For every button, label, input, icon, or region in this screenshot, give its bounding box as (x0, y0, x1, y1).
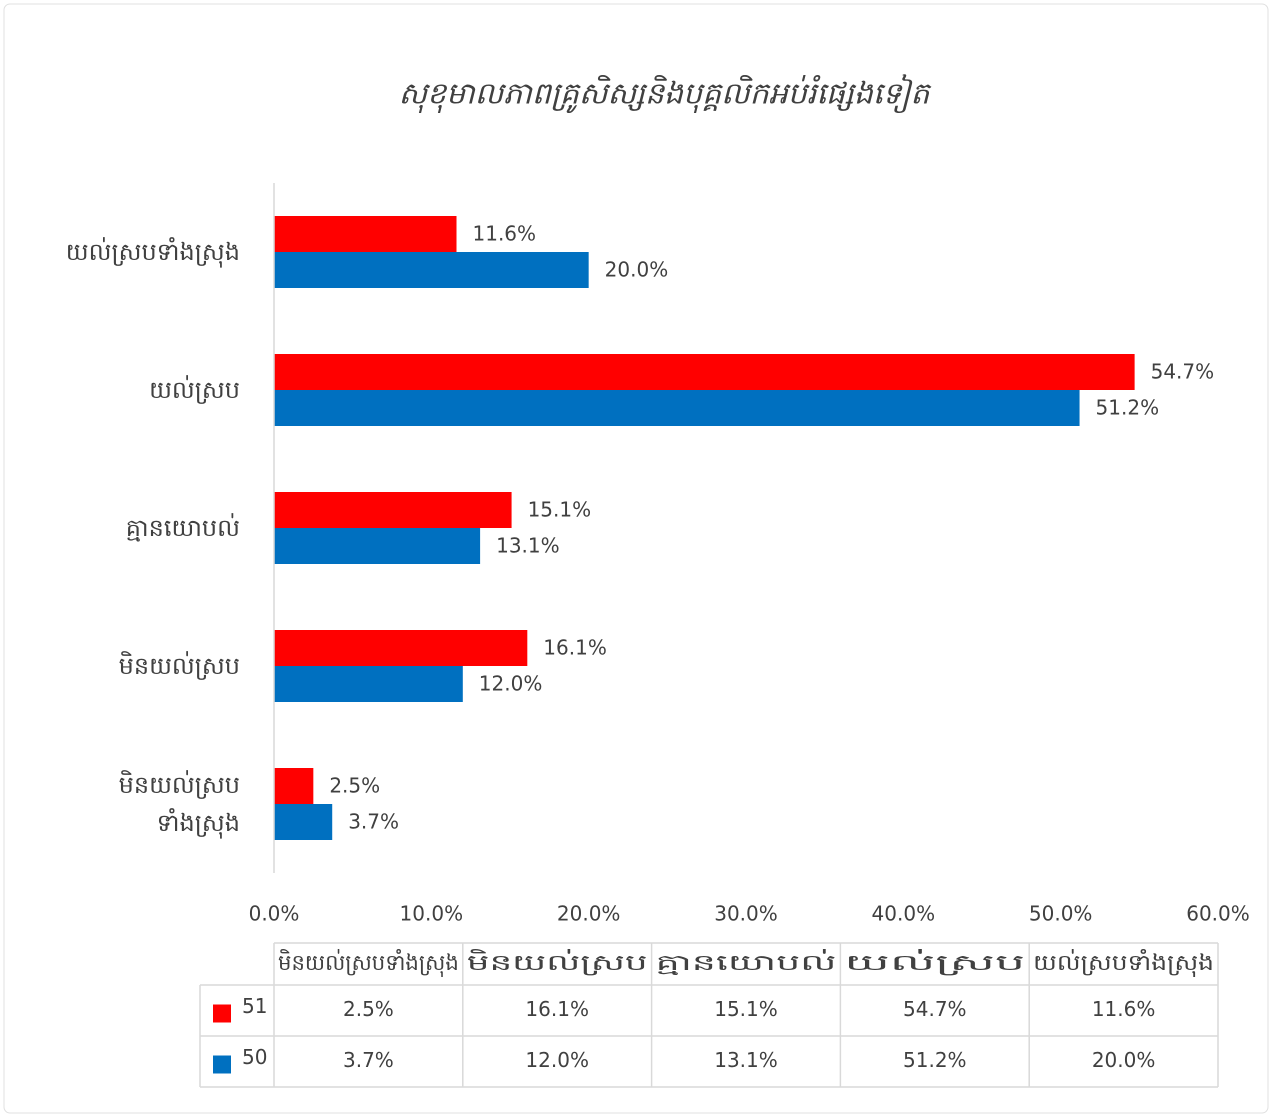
bar (274, 528, 481, 564)
x-tick-label: 20.0% (557, 902, 621, 926)
table-cell: 3.7% (343, 1048, 394, 1072)
table-header: យល់ស្របទាំងស្រុង (1033, 949, 1214, 977)
x-tick-label: 10.0% (400, 902, 464, 926)
bar (274, 768, 314, 804)
x-tick-label: 50.0% (1029, 902, 1093, 926)
category-label: មិនយល់ស្រប (118, 652, 240, 680)
table-cell: 20.0% (1092, 1048, 1156, 1072)
data-label: 2.5% (329, 774, 380, 798)
legend-key (213, 1055, 231, 1074)
category-label-text: មិនយល់ស្របទាំងស្រុង (118, 771, 240, 837)
data-label: 20.0% (605, 258, 669, 282)
table-header: មិនយល់ស្រប (467, 949, 648, 976)
table-header: មិនយល់ស្របទាំងស្រុង (278, 949, 459, 977)
bar (274, 666, 463, 702)
category-label: យល់ស្របទាំងស្រុង (65, 238, 240, 266)
category-label: មិនយល់ស្របទាំងស្រុង (118, 771, 240, 837)
category-label: គ្មានយោបល់ (125, 514, 240, 542)
category-label: យល់ស្រប (149, 376, 240, 404)
legend-label: 51 (242, 994, 267, 1018)
table-cell: 16.1% (525, 997, 589, 1021)
category-label-text: យល់ស្របទាំងស្រុង (65, 238, 240, 266)
data-label: 15.1% (528, 498, 592, 522)
table-header: យល់ស្រប (844, 949, 1025, 976)
bar (274, 252, 589, 288)
category-label-text: មិនយល់ស្រប (118, 652, 240, 680)
table-cell: 2.5% (343, 997, 394, 1021)
bar (274, 354, 1135, 390)
table-header: គ្មានយោបល់ (656, 949, 837, 976)
x-tick-label: 0.0% (249, 902, 300, 926)
table-cell: 12.0% (525, 1048, 589, 1072)
data-label: 13.1% (496, 534, 560, 558)
x-tick-label: 60.0% (1186, 902, 1250, 926)
category-label-text: យល់ស្រប (149, 376, 240, 404)
table-cell: 11.6% (1092, 997, 1156, 1021)
bar (274, 630, 528, 666)
table-cell: 15.1% (714, 997, 778, 1021)
bar (274, 804, 333, 840)
bar (274, 216, 457, 252)
legend-key (213, 1004, 231, 1023)
legend-label: 50 (242, 1045, 267, 1069)
data-label: 54.7% (1151, 360, 1215, 384)
bar (274, 390, 1080, 426)
table-cell: 54.7% (903, 997, 967, 1021)
data-label: 3.7% (348, 810, 399, 834)
table-cell: 13.1% (714, 1048, 778, 1072)
bar (274, 492, 512, 528)
data-label: 51.2% (1096, 396, 1160, 420)
table-cell: 51.2% (903, 1048, 967, 1072)
chart-title: សុខុមាលភាពគ្រូសិស្សនិងបុគ្គលិកអប់រំផ្សេង… (399, 74, 933, 114)
data-label: 16.1% (543, 636, 607, 660)
data-label: 12.0% (479, 672, 543, 696)
category-label-text: គ្មានយោបល់ (125, 514, 240, 542)
data-label: 11.6% (473, 222, 537, 246)
x-tick-label: 30.0% (714, 902, 778, 926)
x-tick-label: 40.0% (872, 902, 936, 926)
